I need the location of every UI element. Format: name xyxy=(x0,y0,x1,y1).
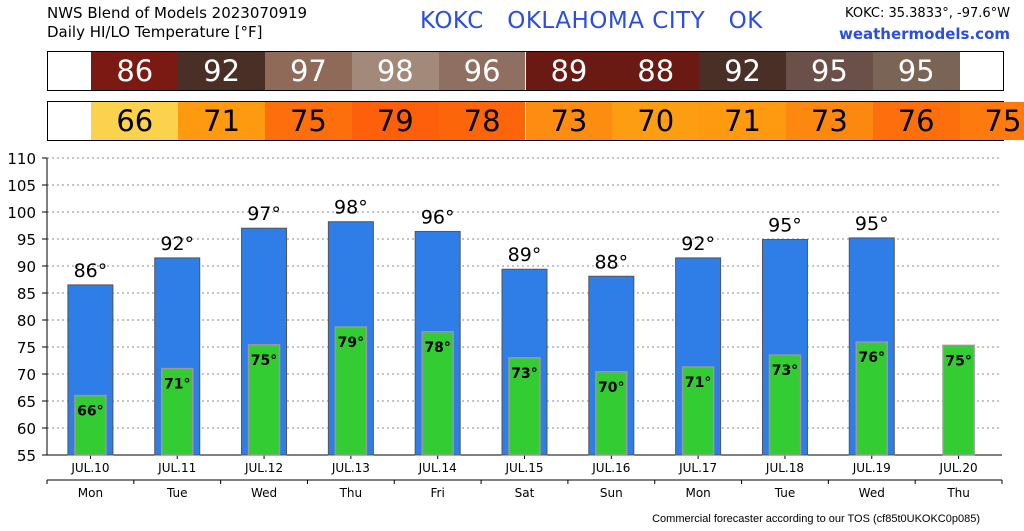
x-weekday-label: Thu xyxy=(946,486,970,500)
lo-bar xyxy=(160,367,194,456)
hi-strip-cell: 86 xyxy=(91,52,179,90)
lo-strip-cell: 70 xyxy=(612,102,700,140)
x-weekday-label: Sun xyxy=(600,486,623,500)
hi-bar-label: 95° xyxy=(855,213,889,235)
x-date-label: JUL.18 xyxy=(765,461,804,475)
footer-note: Commercial forecaster according to our T… xyxy=(652,513,980,525)
hi-bar-label: 92° xyxy=(160,233,194,255)
lo-strip-cell: 79 xyxy=(351,102,439,140)
y-tick-label: 60 xyxy=(17,420,36,438)
x-weekday-label: Fri xyxy=(431,486,445,500)
x-date-label: JUL.13 xyxy=(331,461,370,475)
lo-bar-label: 73° xyxy=(511,366,537,382)
y-tick-label: 70 xyxy=(17,366,36,384)
lo-strip-cell: 76 xyxy=(872,102,960,140)
hi-bar-label: 96° xyxy=(421,206,455,228)
station-title: KOKC OKLAHOMA CITY OK xyxy=(420,8,763,34)
hi-bar-label: 88° xyxy=(594,251,628,273)
hi-strip-cell: 97 xyxy=(265,52,352,90)
x-date-label: JUL.10 xyxy=(70,461,109,475)
lo-bar xyxy=(595,371,628,456)
hi-strip-cell: 89 xyxy=(525,52,613,90)
hi-strip-cell: 96 xyxy=(438,52,526,90)
x-date-label: JUL.15 xyxy=(504,461,543,475)
lo-bar xyxy=(681,366,715,456)
x-weekday-label: Wed xyxy=(859,486,885,500)
chart-subtitle: Daily HI/LO Temperature [°F] xyxy=(47,23,263,41)
lo-strip-cell: 78 xyxy=(438,102,526,140)
hi-strip-cell: 88 xyxy=(612,52,700,90)
x-date-label: JUL.11 xyxy=(157,461,196,475)
hi-bar-label: 97° xyxy=(247,203,281,225)
x-date-label: JUL.16 xyxy=(591,461,630,475)
x-weekday-label: Mon xyxy=(685,486,710,500)
y-tick-label: 75 xyxy=(17,339,36,357)
y-tick-label: 55 xyxy=(17,447,36,465)
hi-bar-label: 98° xyxy=(334,197,368,219)
lo-strip-cell: 75 xyxy=(265,102,352,140)
x-weekday-label: Wed xyxy=(251,486,277,500)
lo-bar-label: 73° xyxy=(772,363,798,379)
hi-bar-label: 92° xyxy=(681,233,715,255)
lo-bar-label: 79° xyxy=(338,335,364,351)
y-tick-label: 110 xyxy=(7,150,36,168)
y-tick-label: 95 xyxy=(17,231,36,249)
x-weekday-label: Tue xyxy=(166,486,188,500)
y-tick-label: 80 xyxy=(17,312,36,330)
x-weekday-label: Mon xyxy=(78,486,103,500)
hi-temperature-strip: 86 92 97 98 96 89 88 92 95 95 xyxy=(47,51,1004,91)
lo-bar-label: 76° xyxy=(859,350,885,366)
lo-strip-cell: 71 xyxy=(178,102,266,140)
lo-bar xyxy=(421,331,454,456)
x-date-label: JUL.17 xyxy=(678,461,717,475)
lo-bar-label: 66° xyxy=(77,404,103,420)
y-tick-label: 90 xyxy=(17,258,36,276)
hi-bar-label: 95° xyxy=(768,215,802,237)
lo-bar-label: 71° xyxy=(164,377,190,393)
hi-strip-cell: 95 xyxy=(785,52,873,90)
y-tick-label: 100 xyxy=(7,204,36,222)
lo-strip-cell: 73 xyxy=(525,102,613,140)
hi-bar-label: 86° xyxy=(74,260,108,282)
station-coords: KOKC: 35.3833°, -97.6°W xyxy=(845,6,1010,21)
lo-bar-label: 71° xyxy=(685,375,711,391)
lo-bar xyxy=(74,394,107,456)
lo-bar-label: 78° xyxy=(424,340,450,356)
x-date-label: JUL.14 xyxy=(418,461,457,475)
lo-strip-cell: 71 xyxy=(699,102,786,140)
lo-strip-cell: 73 xyxy=(785,102,873,140)
lo-temperature-strip: 66 71 75 79 78 73 70 71 73 76 75 xyxy=(47,101,1024,141)
model-run-label: NWS Blend of Models 2023070919 xyxy=(47,4,308,22)
hi-strip-cell: 92 xyxy=(699,52,786,90)
lo-strip-cell: 66 xyxy=(91,102,179,140)
hi-strip-cell: 98 xyxy=(351,52,439,90)
site-link[interactable]: weathermodels.com xyxy=(838,25,1010,43)
lo-bar xyxy=(942,344,975,456)
y-tick-label: 85 xyxy=(17,285,36,303)
hi-bar-label: 89° xyxy=(508,244,542,266)
lo-bar xyxy=(855,341,889,456)
lo-bar xyxy=(508,357,541,456)
lo-bar xyxy=(768,354,802,456)
lo-bar-label: 70° xyxy=(598,380,624,396)
x-date-label: JUL.19 xyxy=(852,461,891,475)
lo-bar-label: 75° xyxy=(945,353,971,369)
lo-bar xyxy=(334,326,368,456)
lo-strip-cell: 75 xyxy=(959,102,1024,140)
x-date-label: JUL.12 xyxy=(244,461,283,475)
chart-header-right: KOKC: 35.3833°, -97.6°W weathermodels.co… xyxy=(839,4,1010,44)
x-date-label: JUL.20 xyxy=(939,461,978,475)
x-weekday-label: Sat xyxy=(515,486,535,500)
y-tick-label: 105 xyxy=(7,177,36,195)
y-tick-label: 65 xyxy=(17,393,36,411)
lo-bar xyxy=(247,344,281,456)
hi-strip-cell: 92 xyxy=(178,52,266,90)
hi-strip-cell: 95 xyxy=(872,52,960,90)
lo-bar-label: 75° xyxy=(251,353,277,369)
x-weekday-label: Tue xyxy=(774,486,796,500)
x-weekday-label: Thu xyxy=(339,486,363,500)
chart-header-left: NWS Blend of Models 2023070919 Daily HI/… xyxy=(47,4,307,42)
